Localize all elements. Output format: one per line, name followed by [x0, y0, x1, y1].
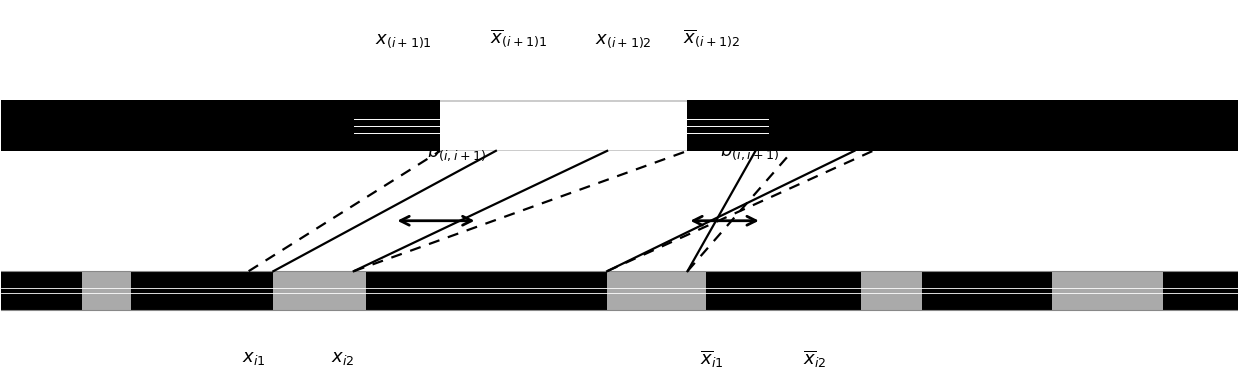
Text: $x_{(i+1)1}$: $x_{(i+1)1}$: [374, 32, 431, 50]
Text: $x_{i1}$: $x_{i1}$: [242, 349, 265, 367]
Text: $x_{(i+1)2}$: $x_{(i+1)2}$: [595, 32, 652, 50]
Text: $\overline{x}_{(i+1)1}$: $\overline{x}_{(i+1)1}$: [489, 28, 546, 50]
Text: $\overline{x}_{i1}$: $\overline{x}_{i1}$: [700, 349, 724, 370]
Text: $\overline{x}_{i2}$: $\overline{x}_{i2}$: [803, 349, 826, 370]
Text: $x_{i2}$: $x_{i2}$: [331, 349, 354, 367]
Text: $b_{(i,i+1)}$: $b_{(i,i+1)}$: [426, 141, 486, 163]
Text: $\overline{x}_{(i+1)2}$: $\overline{x}_{(i+1)2}$: [683, 28, 740, 50]
Text: $\bar{b}_{(i,i+1)}$: $\bar{b}_{(i,i+1)}$: [720, 137, 779, 163]
